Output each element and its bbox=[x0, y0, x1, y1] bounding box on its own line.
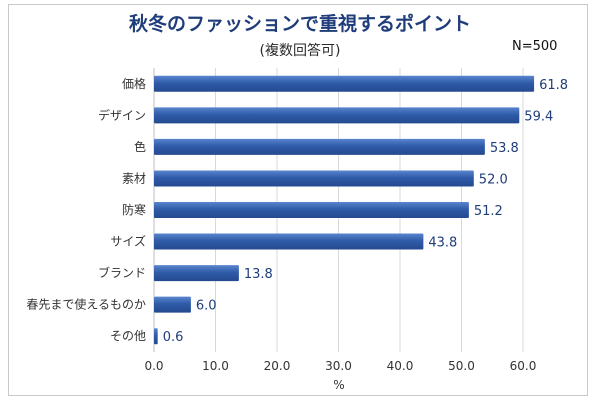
bar bbox=[154, 107, 520, 124]
value-label: 52.0 bbox=[479, 172, 508, 187]
category-label: 価格 bbox=[122, 76, 146, 91]
x-tick-label: 10.0 bbox=[202, 359, 229, 373]
chart-title: 秋冬のファッションで重視するポイント bbox=[129, 12, 471, 35]
value-label: 43.8 bbox=[428, 236, 457, 251]
x-tick-labels: 0.0 10.0 20.0 30.0 40.0 50.0 60.0 bbox=[144, 359, 536, 373]
x-axis-title: % bbox=[333, 378, 344, 392]
value-label: 61.8 bbox=[539, 78, 568, 93]
value-label: 0.6 bbox=[163, 330, 184, 345]
category-label: 素材 bbox=[122, 171, 146, 185]
x-tick-label: 60.0 bbox=[510, 359, 537, 373]
bar bbox=[154, 170, 474, 187]
category-label: ブランド bbox=[98, 265, 146, 280]
bar bbox=[154, 296, 191, 313]
category-label: 春先まで使えるものか bbox=[26, 297, 146, 312]
value-label: 6.0 bbox=[196, 299, 217, 314]
category-label: 防寒 bbox=[122, 202, 146, 217]
chart-frame bbox=[8, 4, 588, 396]
bar bbox=[154, 138, 485, 155]
value-label: 53.8 bbox=[490, 141, 519, 156]
category-label: 色 bbox=[134, 140, 146, 154]
x-tick-label: 50.0 bbox=[448, 359, 475, 373]
chart-subtitle: (複数回答可) bbox=[260, 42, 341, 59]
x-tick-label: 30.0 bbox=[325, 359, 352, 373]
bar bbox=[154, 75, 535, 92]
x-tick-label: 40.0 bbox=[387, 359, 414, 373]
bar bbox=[154, 265, 239, 282]
category-label: デザイン bbox=[98, 107, 146, 122]
bar bbox=[154, 233, 424, 250]
x-tick-label: 0.0 bbox=[144, 359, 163, 373]
bar bbox=[154, 328, 158, 345]
value-label: 51.2 bbox=[474, 204, 503, 219]
value-label: 13.8 bbox=[244, 267, 273, 282]
bar bbox=[154, 202, 469, 218]
category-label: その他 bbox=[110, 329, 146, 343]
x-tick-label: 20.0 bbox=[264, 359, 291, 373]
sample-size-note: N=500 bbox=[512, 39, 557, 54]
bar-layer: 61.8 59.4 53.8 52.0 51.2 43.8 13.8 6.0 0.6 bbox=[154, 75, 568, 345]
category-label: サイズ bbox=[110, 234, 146, 249]
value-label: 59.4 bbox=[524, 109, 553, 124]
